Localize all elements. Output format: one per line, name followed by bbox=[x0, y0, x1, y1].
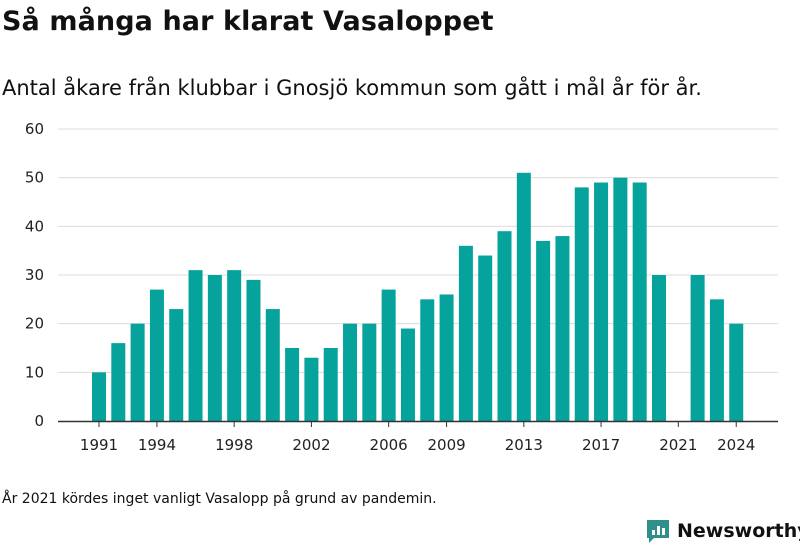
x-tick-label: 2013 bbox=[505, 436, 543, 454]
y-tick-label: 60 bbox=[25, 120, 44, 138]
gridlines bbox=[58, 128, 778, 373]
bar-2017 bbox=[594, 182, 609, 421]
bar-2002 bbox=[304, 357, 319, 421]
x-tick-label: 2024 bbox=[717, 436, 755, 454]
y-tick-label: 20 bbox=[25, 315, 44, 333]
brand-logo: Newsworthy bbox=[645, 518, 800, 544]
bar-2011 bbox=[478, 255, 493, 421]
x-tick-label: 2017 bbox=[582, 436, 620, 454]
bar-1998 bbox=[227, 270, 242, 421]
newsworthy-logo-icon bbox=[647, 520, 669, 543]
y-tick-label: 30 bbox=[25, 266, 44, 284]
x-tick-label: 2002 bbox=[292, 436, 330, 454]
bar-2004 bbox=[343, 323, 358, 421]
bar-1993 bbox=[130, 323, 145, 421]
bar-2022 bbox=[690, 275, 705, 421]
bar-2005 bbox=[362, 323, 377, 421]
bar-2020 bbox=[651, 275, 666, 421]
x-tick-label: 2021 bbox=[659, 436, 697, 454]
chart-subtitle: Antal åkare från klubbar i Gnosjö kommun… bbox=[2, 76, 702, 100]
bar-1996 bbox=[188, 270, 203, 421]
bar-2015 bbox=[555, 236, 570, 421]
bar-2008 bbox=[420, 299, 435, 421]
bar-1994 bbox=[149, 289, 164, 421]
y-tick-label: 0 bbox=[34, 412, 44, 430]
bar-2009 bbox=[439, 294, 454, 421]
x-tick-label: 1998 bbox=[215, 436, 253, 454]
chart-title: Så många har klarat Vasaloppet bbox=[2, 6, 494, 37]
bar-1992 bbox=[111, 343, 126, 421]
bar-2012 bbox=[497, 231, 512, 421]
bar-1999 bbox=[246, 279, 261, 421]
bar-2019 bbox=[632, 182, 647, 421]
x-tick-labels: 1991 1994 1998 2002 2006 2009 2013 2017 2021 2024 bbox=[80, 421, 755, 454]
y-tick-label: 10 bbox=[25, 363, 44, 381]
bar-2007 bbox=[400, 328, 415, 421]
bar-2010 bbox=[458, 245, 473, 421]
bar-2023 bbox=[709, 299, 724, 421]
bar-2001 bbox=[285, 348, 300, 421]
x-tick-label: 2009 bbox=[427, 436, 465, 454]
bar-2014 bbox=[536, 240, 551, 421]
bar-2000 bbox=[265, 309, 280, 421]
brand-name: Newsworthy bbox=[677, 520, 800, 542]
bars bbox=[92, 172, 744, 421]
bar-2016 bbox=[574, 187, 589, 421]
bar-1997 bbox=[207, 275, 222, 421]
x-tick-label: 1991 bbox=[80, 436, 118, 454]
y-tick-label: 50 bbox=[25, 169, 44, 187]
bar-2018 bbox=[613, 177, 628, 421]
x-tick-label: 1994 bbox=[138, 436, 176, 454]
y-tick-label: 40 bbox=[25, 217, 44, 235]
bar-2024 bbox=[729, 323, 744, 421]
x-tick-label: 2006 bbox=[370, 436, 408, 454]
bar-2003 bbox=[323, 348, 338, 421]
y-tick-labels: 0 10 20 30 40 50 60 bbox=[25, 120, 44, 430]
bar-1991 bbox=[92, 372, 106, 421]
bar-2006 bbox=[381, 289, 396, 421]
bar-2013 bbox=[516, 172, 531, 421]
bar-1995 bbox=[169, 309, 184, 421]
chart-footnote: År 2021 kördes inget vanligt Vasalopp på… bbox=[2, 491, 437, 507]
